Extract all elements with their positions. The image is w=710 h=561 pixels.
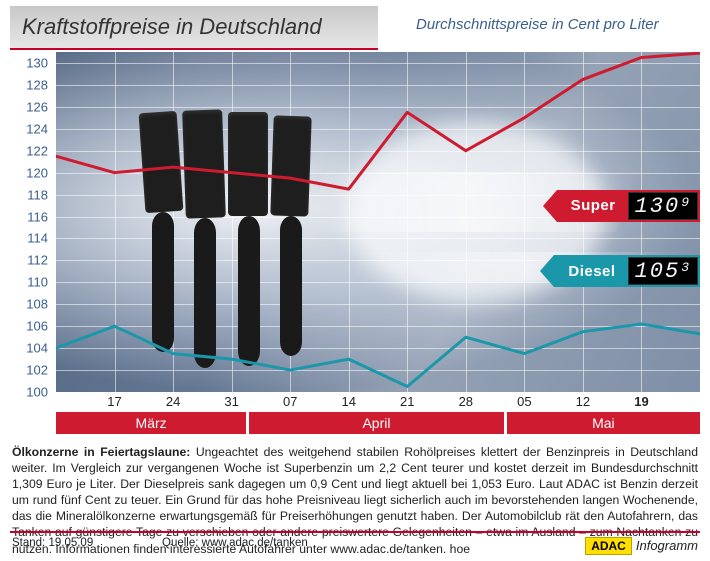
y-tick-label: 126 [26, 99, 48, 114]
price-sup-super: 9 [681, 195, 691, 210]
y-tick-label: 130 [26, 55, 48, 70]
y-tick-label: 118 [27, 187, 48, 202]
month-label: März [56, 412, 249, 434]
price-lcd-super: 130 9 [628, 192, 698, 220]
adac-badge: ADAC [585, 537, 632, 555]
y-tick-label: 110 [27, 275, 48, 290]
y-tick-label: 122 [26, 143, 48, 158]
plot-area: Super 130 9 Diesel 105 3 [56, 52, 700, 392]
x-tick-label: 05 [517, 394, 531, 409]
price-tag-diesel: Diesel 105 3 [554, 255, 700, 287]
price-main-super: 130 [635, 193, 681, 221]
source-label: Quelle: [162, 537, 198, 549]
series-line-super [56, 53, 700, 189]
month-label: April [249, 412, 507, 434]
source-value: www.adac.de/tanken [202, 537, 308, 549]
month-bar: MärzAprilMai [56, 412, 700, 436]
x-tick-label: 19 [634, 394, 648, 409]
price-tag-super: Super 130 9 [557, 190, 700, 222]
footer-separator [10, 531, 700, 533]
y-tick-label: 128 [26, 77, 48, 92]
x-tick-label: 24 [166, 394, 180, 409]
x-tick-label: 14 [341, 394, 355, 409]
y-tick-label: 120 [26, 165, 48, 180]
x-tick-label: 17 [107, 394, 121, 409]
x-tick-label: 31 [224, 394, 238, 409]
x-tick-label: 28 [459, 394, 473, 409]
title-box: Kraftstoffpreise in Deutschland [10, 6, 378, 50]
y-tick-label: 116 [27, 209, 48, 224]
x-tick-label: 21 [400, 394, 414, 409]
y-tick-label: 104 [26, 341, 48, 356]
y-tick-label: 124 [26, 121, 48, 136]
y-tick-label: 102 [26, 363, 48, 378]
subtitle: Durchschnittspreise in Cent pro Liter [416, 16, 659, 33]
month-label: Mai [507, 412, 700, 434]
stand-label: Stand: [12, 537, 45, 549]
body-lead: Ölkonzerne in Feiertagslaune: [12, 445, 190, 459]
brand-suffix: Infogramm [636, 538, 698, 553]
series-svg [56, 52, 700, 392]
x-axis: 17 24 31 07 14 21 28 05 12 19 MärzAprilMai [10, 392, 700, 436]
page-title: Kraftstoffpreise in Deutschland [22, 14, 322, 40]
infographic-frame: Kraftstoffpreise in Deutschland Durchsch… [0, 0, 710, 561]
footer: Stand: 19.05.09 Quelle: www.adac.de/tank… [12, 537, 698, 555]
brand: ADAC Infogramm [585, 537, 698, 555]
x-tick-label: 12 [576, 394, 590, 409]
x-ticks: 17 24 31 07 14 21 28 05 12 19 [56, 392, 700, 412]
price-label-super: Super [557, 197, 628, 214]
y-axis: 1001021041061081101121141161181201221241… [10, 52, 54, 392]
price-lcd-diesel: 105 3 [628, 257, 698, 285]
y-tick-label: 112 [27, 253, 48, 268]
y-tick-label: 114 [27, 231, 48, 246]
chart: 1001021041061081101121141161181201221241… [10, 52, 700, 392]
header: Kraftstoffpreise in Deutschland Durchsch… [10, 6, 700, 52]
series-line-diesel [56, 324, 700, 387]
y-tick-label: 106 [26, 319, 48, 334]
price-main-diesel: 105 [635, 258, 681, 286]
price-label-diesel: Diesel [554, 263, 627, 280]
price-sup-diesel: 3 [681, 260, 691, 275]
x-tick-label: 07 [283, 394, 297, 409]
y-tick-label: 108 [26, 297, 48, 312]
stand-value: 19.05.09 [48, 537, 93, 549]
